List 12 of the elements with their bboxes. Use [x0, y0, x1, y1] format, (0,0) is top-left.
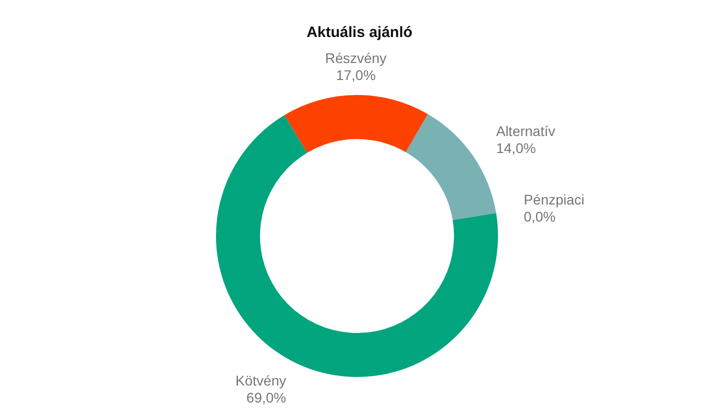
donut-slice [216, 115, 498, 377]
donut-slice [406, 114, 496, 220]
data-label: 69,0% [246, 389, 286, 406]
text: 0,0% [524, 208, 556, 224]
donut-slice [284, 95, 428, 153]
data-label: 17,0% [336, 67, 376, 84]
slice-label: Kötvény [236, 372, 286, 388]
data-label: 14,0% [496, 140, 536, 156]
slice-label: Alternatív [496, 123, 556, 140]
category-label: Pénzpiaci [524, 191, 584, 208]
slice-label: Részvény [325, 50, 387, 66]
chart-title: Aktuális ajánló [306, 24, 414, 41]
